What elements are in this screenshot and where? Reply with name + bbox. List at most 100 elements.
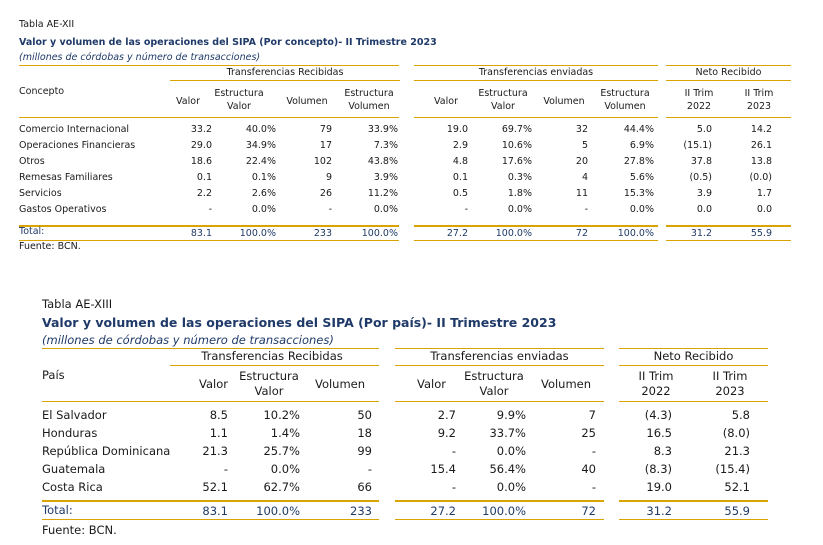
table1-row-name: Otros — [19, 156, 45, 167]
table2-cell-r_vol: 66 — [357, 480, 372, 494]
table1-cell-r_ev: 2.6% — [251, 188, 276, 199]
table1-cell-e_ev: 0.3% — [507, 172, 532, 183]
table2-cell-r_ev: 1.4% — [270, 426, 300, 440]
table1-rule-top-mid — [414, 65, 658, 66]
table2-rule-group-right — [619, 365, 768, 366]
table2-source: Fuente: BCN. — [42, 523, 117, 537]
table2-total-r-valor: 83.1 — [202, 504, 228, 518]
table1-total-e-ev: 100.0% — [495, 228, 532, 239]
table1-cell-e_vol: 5 — [581, 140, 588, 151]
table2-rule-total-mid — [395, 500, 604, 502]
table1-cell-r_vol: 26 — [319, 188, 332, 199]
table1-col-e-ev-2: Valor — [491, 101, 515, 112]
table1-col-r-ev-2: Valor — [227, 101, 251, 112]
table1-rule-top-right — [666, 65, 791, 66]
table2-cell-n22: 16.5 — [646, 426, 672, 440]
table1-cell-n22: 5.0 — [696, 124, 712, 135]
table1-col-trim2023-1: II Trim — [744, 88, 774, 99]
table1-cell-r_evol: 33.9% — [367, 124, 398, 135]
table2-cell-e_valor: 9.2 — [437, 426, 456, 440]
table1-cell-e_vol: 20 — [575, 156, 588, 167]
table1-total-r-evol: 100.0% — [361, 228, 398, 239]
table2-rule-header-right — [619, 401, 768, 402]
table2-cell-n23: (8.0) — [722, 426, 750, 440]
table2-cell-e_ev: 0.0% — [496, 480, 526, 494]
table1-cell-r_valor: 29.0 — [190, 140, 212, 151]
table1-cell-r_vol: - — [328, 204, 332, 215]
table1-cell-e_ev: 10.6% — [501, 140, 532, 151]
table1-row-header: Concepto — [19, 86, 65, 97]
table1-cell-e_vol: 32 — [575, 124, 588, 135]
table2-cell-n23: 52.1 — [724, 480, 750, 494]
table1-total-r-ev: 100.0% — [239, 228, 276, 239]
table1-col-r-vol: Volumen — [286, 96, 328, 107]
table1-group-neto: Neto Recibido — [695, 67, 762, 78]
table1-cell-e_valor: 0.5 — [452, 188, 468, 199]
table1-cell-e_evol: 0.0% — [629, 204, 654, 215]
table2-col-e-ev-1: Estructura — [464, 369, 524, 383]
table1-col-r-valor: Valor — [176, 96, 200, 107]
table1-col-trim2022-1: II Trim — [684, 88, 714, 99]
table2-cell-r_vol: 50 — [357, 408, 372, 422]
table2-total-label: Total: — [42, 503, 73, 517]
table2-group-recibidas: Transferencias Recibidas — [201, 349, 343, 363]
table2-rule-header-mid — [395, 401, 604, 402]
table1-cell-r_valor: 18.6 — [190, 156, 212, 167]
table1-cell-n22: (15.1) — [683, 140, 712, 151]
table2-total-r-vol: 233 — [350, 504, 372, 518]
table1-cell-e_valor: 4.8 — [452, 156, 468, 167]
table1-cell-r_valor: - — [208, 204, 212, 215]
table2-cell-n23: (15.4) — [715, 462, 750, 476]
table1-rule-total-left — [19, 225, 399, 227]
table2-cell-r_valor: - — [223, 462, 228, 476]
table1-cell-r_evol: 3.9% — [373, 172, 398, 183]
table2-total-n22: 31.2 — [646, 504, 672, 518]
table2-row-name: Costa Rica — [42, 480, 103, 494]
table2-rule-top-left — [42, 348, 379, 349]
table1-col-trim2022-2: 2022 — [686, 101, 712, 112]
table2-col-r-valor: Valor — [199, 377, 228, 391]
table2-cell-n22: 8.3 — [653, 444, 672, 458]
table2-col-e-ev-2: Valor — [479, 384, 509, 398]
table2-row-header: País — [42, 368, 65, 382]
table1-cell-e_vol: 4 — [581, 172, 588, 183]
table2-cell-n23: 21.3 — [724, 444, 750, 458]
table1-cell-r_valor: 33.2 — [190, 124, 212, 135]
table1-rule-total-right — [666, 225, 791, 227]
table1-cell-e_ev: 17.6% — [501, 156, 532, 167]
table1-cell-r_vol: 17 — [319, 140, 332, 151]
table1-col-e-evol-1: Estructura — [600, 88, 650, 99]
table2-cell-e_valor: 15.4 — [430, 462, 456, 476]
table1-cell-e_vol: 11 — [575, 188, 588, 199]
table2-total-e-valor: 27.2 — [430, 504, 456, 518]
table1-group-enviadas: Transferencias enviadas — [478, 67, 594, 78]
table1-col-e-evol-2: Volumen — [604, 101, 646, 112]
table1-cell-e_valor: 2.9 — [452, 140, 468, 151]
table1-col-e-vol: Volumen — [543, 96, 585, 107]
table2-cell-e_vol: 7 — [588, 408, 596, 422]
table1-cell-e_evol: 5.6% — [629, 172, 654, 183]
table2-rule-bottom-mid — [395, 519, 604, 520]
table1-total-label: Total: — [19, 226, 45, 237]
table1-cell-n23: 26.1 — [750, 140, 772, 151]
table2-cell-r_valor: 52.1 — [202, 480, 228, 494]
table1-group-recibidas: Transferencias Recibidas — [226, 67, 344, 78]
table2-total-r-ev: 100.0% — [256, 504, 300, 518]
table2-rule-header-left — [42, 401, 379, 402]
table2-cell-n23: 5.8 — [731, 408, 750, 422]
table2-col-trim2023-1: II Trim — [712, 369, 748, 383]
table1-total-r-vol: 233 — [313, 228, 332, 239]
table1-rule-top-left — [19, 65, 399, 66]
table1-col-r-ev-1: Estructura — [214, 88, 264, 99]
table2-title: Valor y volumen de las operaciones del S… — [42, 315, 557, 330]
table2-row-name: El Salvador — [42, 408, 107, 422]
table1-rule-total-mid — [414, 225, 658, 227]
table1-label: Tabla AE-XII — [19, 19, 75, 30]
table2-cell-e_vol: 25 — [581, 426, 596, 440]
table1-cell-n23: 1.7 — [756, 188, 772, 199]
table2-subtitle: (millones de córdobas y número de transa… — [42, 333, 334, 347]
table1-cell-e_ev: 69.7% — [501, 124, 532, 135]
table1-rule-bottom-left — [19, 240, 399, 241]
table1-total-r-valor: 83.1 — [190, 228, 212, 239]
table2-col-r-ev-1: Estructura — [239, 369, 299, 383]
